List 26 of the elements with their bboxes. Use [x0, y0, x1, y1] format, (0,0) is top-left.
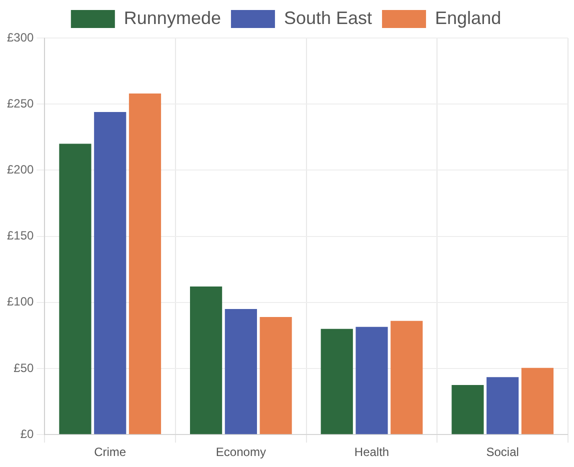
y-tick-label: £300	[6, 30, 34, 44]
bar	[452, 385, 484, 434]
bar	[390, 320, 423, 434]
bar	[260, 316, 292, 434]
y-tick-label: £250	[6, 96, 34, 110]
y-tick-label: £0	[20, 426, 34, 441]
x-tick-label: Health	[354, 445, 390, 460]
x-tick-label: Crime	[94, 445, 126, 460]
bar	[486, 377, 519, 434]
bar	[521, 368, 554, 434]
bar	[94, 112, 126, 434]
bar	[190, 286, 222, 434]
legend-label: South East	[284, 8, 372, 28]
bar	[320, 328, 353, 434]
y-tick-label: £200	[6, 162, 34, 177]
bar	[128, 94, 162, 434]
bar	[224, 309, 257, 434]
legend-label: Runnymede	[124, 8, 221, 28]
x-tick-label: Economy	[216, 445, 266, 460]
y-tick-label: £100	[6, 294, 34, 309]
bar	[59, 144, 92, 434]
legend-label: England	[435, 8, 502, 28]
y-tick-label: £150	[6, 228, 34, 243]
x-tick-label: Social	[486, 445, 519, 460]
y-tick-label: £50	[14, 360, 34, 375]
bar	[356, 326, 388, 434]
